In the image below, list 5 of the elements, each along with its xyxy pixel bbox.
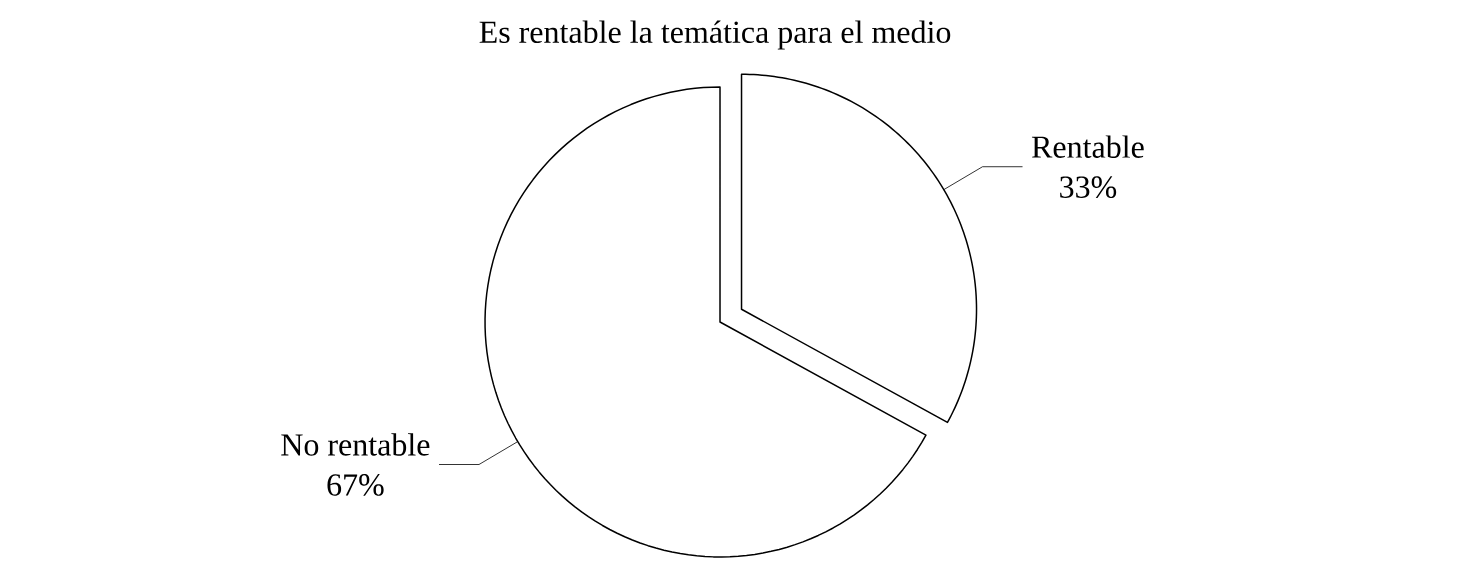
slice-label: Rentable bbox=[1031, 135, 1144, 158]
data-label: 67% bbox=[327, 474, 384, 496]
slice-label: No rentable bbox=[281, 433, 430, 456]
chart-title: Es rentable la temática para el medio bbox=[479, 20, 951, 50]
data-label: 33% bbox=[1060, 176, 1117, 199]
